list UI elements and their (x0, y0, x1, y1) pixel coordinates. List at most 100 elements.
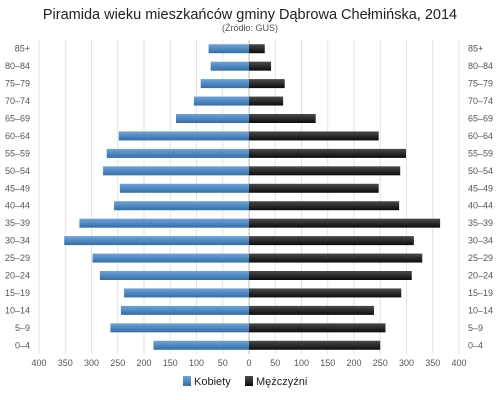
bar-mezczyzni-50-54 (249, 166, 401, 176)
x-tick-label: 100 (294, 358, 309, 368)
x-tick-label: 50 (270, 358, 280, 368)
age-label-right: 75–79 (468, 79, 493, 89)
legend-label-kobiety: Kobiety (194, 376, 231, 388)
age-label-right: 70–74 (468, 96, 493, 106)
age-label-left: 70–74 (5, 96, 30, 106)
age-label-right: 15–19 (468, 288, 493, 298)
age-label-right: 65–69 (468, 114, 493, 124)
x-tick-label: 200 (346, 358, 361, 368)
age-label-right: 20–24 (468, 271, 493, 281)
bar-kobiety-5-9 (110, 323, 250, 333)
age-label-right: 50–54 (468, 166, 493, 176)
x-tick-label: 50 (218, 358, 228, 368)
age-label-left: 20–24 (5, 271, 30, 281)
x-tick-label: 300 (399, 358, 414, 368)
bar-kobiety-55-59 (106, 148, 249, 158)
age-label-left: 40–44 (5, 201, 30, 211)
x-tick-label: 250 (373, 358, 388, 368)
bar-mezczyzni-70-74 (249, 96, 284, 106)
legend-label-mezczyzni: Mężczyźni (256, 376, 307, 388)
age-label-left: 75–79 (5, 79, 30, 89)
x-tick-label: 100 (189, 358, 204, 368)
x-axis-ticks: 400 350 300 250 200 150 100 50 0 50 100 150 200 250 30… (31, 358, 466, 368)
bar-mezczyzni-20-24 (249, 271, 412, 280)
age-label-right: 0–4 (468, 340, 483, 350)
age-label-right: 10–14 (468, 305, 493, 315)
age-label-left: 25–29 (5, 253, 30, 263)
bar-mezczyzni-60-64 (249, 131, 379, 141)
age-group-labels: 85+ 85+ 80–84 80–84 75–79 75–79 70–74 70–74 65–6… (5, 44, 493, 351)
age-label-left: 10–14 (5, 305, 30, 315)
age-label-left: 80–84 (5, 61, 30, 71)
bar-kobiety-50-54 (103, 166, 249, 176)
x-tick-label: 150 (163, 358, 178, 368)
bar-mezczyzni-5-9 (249, 323, 386, 333)
age-label-left: 30–34 (5, 236, 30, 246)
age-label-right: 35–39 (468, 218, 493, 228)
x-tick-label: 400 (31, 358, 46, 368)
x-tick-label: 200 (136, 358, 151, 368)
age-label-right: 80–84 (468, 61, 493, 71)
bar-mezczyzni-85+ (249, 44, 265, 54)
legend: Kobiety Mężczyźni (183, 376, 307, 388)
grid-lines (38, 40, 460, 354)
age-label-left: 5–9 (15, 323, 30, 333)
bar-mezczyzni-40-44 (249, 201, 400, 211)
bar-mezczyzni-80-84 (249, 61, 272, 71)
bars-layer (64, 44, 441, 350)
age-label-left: 35–39 (5, 218, 30, 228)
bar-kobiety-20-24 (99, 271, 250, 280)
bar-kobiety-25-29 (92, 253, 249, 263)
bar-mezczyzni-15-19 (249, 288, 402, 298)
bar-kobiety-30-34 (64, 236, 249, 246)
age-label-right: 85+ (468, 44, 483, 54)
bar-kobiety-80-84 (210, 61, 249, 71)
age-label-left: 0–4 (15, 340, 30, 350)
bar-mezczyzni-65-69 (249, 114, 316, 123)
age-label-left: 60–64 (5, 131, 30, 141)
bar-kobiety-70-74 (193, 96, 249, 106)
chart-title: Piramida wieku mieszkańców gminy Dąbrowa… (43, 7, 457, 23)
chart-subtitle: (Źródło: GUS) (222, 23, 278, 33)
bar-mezczyzni-10-14 (249, 305, 374, 315)
bar-kobiety-45-49 (119, 183, 249, 193)
age-label-right: 25–29 (468, 253, 493, 263)
age-label-left: 85+ (15, 44, 30, 54)
legend-swatch-mezczyzni (245, 376, 253, 386)
age-label-left: 65–69 (5, 114, 30, 124)
bar-kobiety-15-19 (124, 288, 249, 298)
age-label-left: 50–54 (5, 166, 30, 176)
bar-kobiety-85+ (208, 44, 249, 54)
bar-kobiety-35-39 (79, 218, 249, 228)
bar-mezczyzni-45-49 (249, 183, 379, 193)
bar-kobiety-0-4 (153, 340, 249, 350)
x-tick-label: 300 (84, 358, 99, 368)
age-label-right: 30–34 (468, 236, 493, 246)
bar-mezczyzni-35-39 (249, 218, 441, 228)
bar-kobiety-75-79 (200, 79, 249, 89)
bar-mezczyzni-75-79 (249, 79, 285, 89)
x-tick-label: 250 (110, 358, 125, 368)
x-tick-label: 350 (425, 358, 440, 368)
bar-mezczyzni-0-4 (249, 340, 381, 350)
legend-swatch-kobiety (183, 376, 191, 386)
bar-kobiety-10-14 (120, 305, 250, 315)
bar-kobiety-40-44 (114, 201, 249, 211)
age-label-left: 15–19 (5, 288, 30, 298)
age-label-right: 40–44 (468, 201, 493, 211)
bar-kobiety-60-64 (118, 131, 249, 141)
age-label-right: 45–49 (468, 183, 493, 193)
x-tick-label: 0 (246, 358, 251, 368)
age-label-right: 55–59 (468, 148, 493, 158)
x-tick-label: 400 (451, 358, 466, 368)
bar-kobiety-65-69 (176, 114, 249, 123)
x-tick-label: 350 (58, 358, 73, 368)
age-label-right: 60–64 (468, 131, 493, 141)
age-label-right: 5–9 (468, 323, 483, 333)
bar-mezczyzni-30-34 (249, 236, 414, 246)
bar-mezczyzni-55-59 (249, 148, 406, 158)
x-tick-label: 150 (320, 358, 335, 368)
age-label-left: 55–59 (5, 148, 30, 158)
